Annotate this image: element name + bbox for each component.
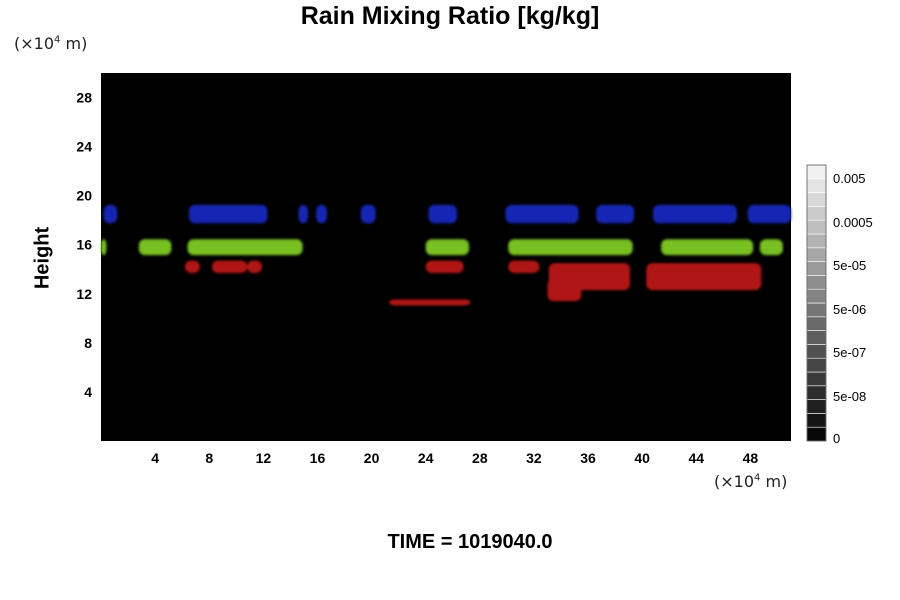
- colorbar: 0.005 0.0005 5e-05 5e-06 5e-07 5e-08 0: [806, 164, 873, 446]
- colorbar-frame: [806, 164, 827, 442]
- y-tick-label: 4: [84, 384, 92, 400]
- rain-layer-segment: [661, 239, 754, 256]
- x-tick-label: 44: [689, 450, 705, 466]
- rain-layer-segment: [211, 260, 248, 273]
- plot-background: [101, 73, 791, 441]
- rain-layer-segment: [101, 239, 107, 256]
- colorbar-tick-label: 5e-08: [833, 389, 866, 404]
- rain-layer-segment: [505, 204, 579, 224]
- colorbar-tick-label: 5e-05: [833, 258, 866, 273]
- colorbar-step: [806, 206, 827, 221]
- colorbar-tick-label: 0: [833, 431, 840, 446]
- colorbar-step: [806, 233, 827, 249]
- colorbar-tick-label: 5e-07: [833, 345, 866, 360]
- rain-layer: [101, 239, 783, 256]
- rain-layer-segment: [389, 299, 471, 306]
- rain-layer-segment: [425, 239, 469, 256]
- y-unit-label: (×104 m): [14, 34, 88, 53]
- y-tick-label: 16: [76, 237, 92, 253]
- colorbar-step: [806, 316, 827, 331]
- rain-layer-segment: [184, 260, 200, 273]
- colorbar-step: [806, 371, 827, 387]
- colorbar-tick-label: 0.0005: [833, 215, 873, 230]
- x-tick-label: 4: [151, 450, 159, 466]
- colorbar-step: [806, 330, 827, 345]
- x-tick-label: 48: [743, 450, 759, 466]
- x-tick-label: 24: [418, 450, 434, 466]
- colorbar-step: [806, 385, 827, 400]
- x-tick-label: 32: [526, 450, 542, 466]
- rain-layer-segment: [747, 204, 791, 224]
- rain-layer-segment: [653, 204, 737, 224]
- x-tick-label: 20: [364, 450, 380, 466]
- colorbar-step: [806, 426, 827, 442]
- colorbar-step: [806, 219, 827, 235]
- x-axis-ticks: 4 8 12 16 20 24 28 32 36 40 44 48: [151, 450, 758, 466]
- colorbar-step: [806, 357, 827, 373]
- rain-layers: [101, 204, 791, 306]
- rain-layer-segment: [188, 204, 268, 224]
- colorbar-step: [806, 261, 827, 276]
- rain-layer-segment: [316, 204, 327, 224]
- y-tick-label: 12: [76, 286, 92, 302]
- x-tick-label: 8: [205, 450, 213, 466]
- rain-layer-segment: [547, 279, 582, 302]
- y-axis-ticks: 4 8 12 16 20 24 28: [76, 90, 92, 400]
- rain-layer-segment: [103, 204, 118, 224]
- colorbar-step: [806, 344, 827, 359]
- rain-layer-segment: [360, 204, 376, 224]
- colorbar-step: [806, 413, 827, 428]
- colorbar-step: [806, 178, 827, 193]
- rain-layer-segment: [187, 239, 303, 256]
- x-tick-label: 40: [634, 450, 650, 466]
- colorbar-step: [806, 247, 827, 262]
- chart-title: Rain Mixing Ratio [kg/kg]: [300, 2, 600, 30]
- colorbar-step: [806, 192, 827, 207]
- colorbar-step: [806, 288, 827, 304]
- x-unit-label: (×104 m): [714, 472, 788, 491]
- rain-layer-segment: [138, 239, 172, 256]
- colorbar-step: [806, 275, 827, 290]
- colorbar-tick-label: 5e-06: [833, 302, 866, 317]
- x-tick-label: 16: [310, 450, 326, 466]
- rain-layer: [184, 260, 762, 306]
- rain-layer-segment: [247, 260, 262, 273]
- rain-layer-segment: [508, 239, 633, 256]
- rain-layer-segment: [596, 204, 635, 224]
- y-tick-label: 8: [84, 335, 92, 351]
- y-tick-label: 24: [76, 139, 92, 155]
- rain-layer-segment: [508, 260, 540, 273]
- colorbar-step: [806, 302, 827, 318]
- rain-layer-segment: [425, 260, 464, 273]
- rain-layer-segment: [428, 204, 457, 224]
- colorbar-tick-label: 0.005: [833, 171, 866, 186]
- rain-layer: [103, 204, 791, 224]
- rain-layer-segment: [646, 263, 762, 291]
- x-tick-label: 12: [256, 450, 272, 466]
- rain-layer-segment: [298, 204, 308, 224]
- colorbar-step: [806, 399, 827, 414]
- time-label: TIME = 1019040.0: [387, 531, 553, 553]
- colorbar-step: [806, 164, 827, 180]
- y-tick-label: 20: [76, 188, 92, 204]
- y-tick-label: 28: [76, 90, 92, 106]
- x-tick-label: 36: [580, 450, 596, 466]
- rain-layer-segment: [759, 239, 783, 256]
- x-tick-label: 28: [472, 450, 488, 466]
